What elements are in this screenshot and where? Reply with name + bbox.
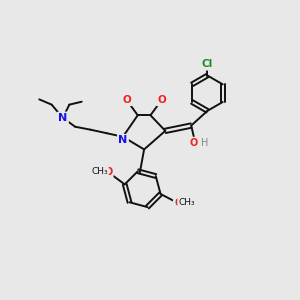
Text: O: O xyxy=(190,138,198,148)
Text: O: O xyxy=(157,95,166,105)
Text: CH₃: CH₃ xyxy=(92,167,108,176)
Text: CH₃: CH₃ xyxy=(178,198,195,207)
Text: Cl: Cl xyxy=(202,59,213,69)
Text: O: O xyxy=(122,95,131,105)
Text: H: H xyxy=(201,138,209,148)
Text: N: N xyxy=(58,113,68,123)
Text: O: O xyxy=(104,167,112,177)
Text: O: O xyxy=(174,198,182,208)
Text: N: N xyxy=(118,135,128,145)
